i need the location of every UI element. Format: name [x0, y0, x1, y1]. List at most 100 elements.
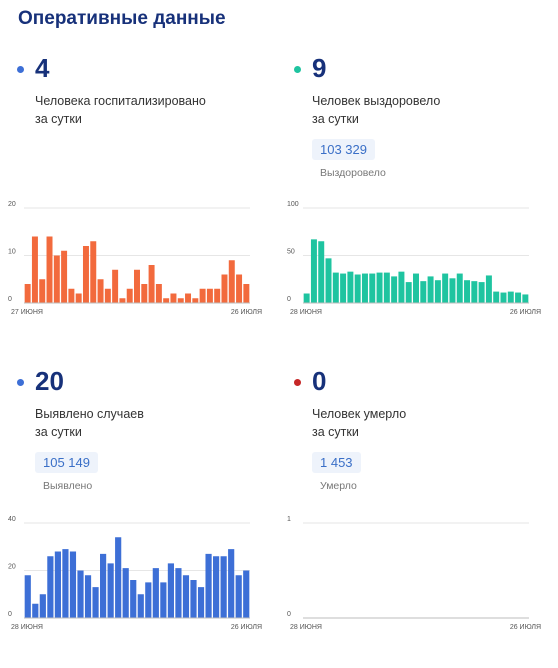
y-tick-label: 40 [8, 516, 16, 523]
stat-card-recovered: 9 Человек выздоровело за сутки 103 329 В… [294, 53, 544, 355]
bar [122, 568, 129, 618]
series-dot [17, 379, 24, 386]
y-tick-label: 0 [287, 296, 291, 303]
bar [69, 551, 77, 618]
bar [119, 298, 126, 303]
chart-deaths: 0 1 28 ИЮНЯ 26 ИЮЛЯ [287, 516, 541, 631]
bar [434, 280, 441, 303]
bar [376, 272, 383, 303]
bar [213, 556, 220, 618]
total-badge: 105 149 [35, 452, 98, 473]
bar [77, 570, 84, 618]
bar [243, 284, 250, 303]
bar [206, 288, 213, 303]
bar [170, 293, 177, 303]
bar [369, 273, 376, 303]
bar [500, 292, 507, 303]
bar [54, 551, 61, 618]
bar [522, 294, 529, 303]
bar [177, 298, 184, 303]
total-badge: 1 453 [312, 452, 361, 473]
desc-line: Человек выздоровело [312, 94, 441, 108]
bar [243, 570, 250, 618]
y-tick-label: 50 [287, 249, 295, 256]
bar [235, 575, 242, 618]
bar [112, 269, 119, 303]
bar [75, 293, 82, 303]
bar [62, 549, 69, 618]
bar [175, 568, 182, 618]
bar [199, 288, 206, 303]
bar [115, 537, 122, 618]
chart-recovered: 0 50 100 28 ИЮНЯ 26 ИЮЛЯ [287, 201, 541, 316]
y-tick-label: 0 [287, 611, 291, 618]
bar [485, 275, 492, 303]
bar [391, 276, 398, 303]
x-end-label: 26 ИЮЛЯ [510, 624, 541, 631]
bar [221, 274, 228, 303]
daily-count: 20 [35, 366, 64, 396]
bar [145, 582, 152, 618]
bar [236, 274, 243, 303]
bar [152, 568, 159, 618]
bar [107, 563, 114, 618]
bar [39, 594, 46, 618]
bar [478, 282, 485, 303]
bar [167, 563, 174, 618]
chart-hospitalized: 0 10 20 27 ИЮНЯ 26 ИЮЛЯ [8, 201, 262, 316]
bar [155, 284, 162, 303]
x-end-label: 26 ИЮЛЯ [231, 624, 262, 631]
stat-description: Человека госпитализировано за сутки [35, 92, 255, 128]
bar [141, 284, 148, 303]
bar [32, 603, 39, 618]
bar [427, 276, 434, 303]
bar [332, 272, 339, 303]
bar [228, 549, 235, 618]
stat-description: Человек умерло за сутки [312, 405, 532, 441]
bar [134, 269, 140, 303]
bar [398, 271, 405, 303]
x-end-label: 26 ИЮЛЯ [231, 309, 262, 316]
bar [68, 288, 75, 303]
bar [97, 279, 104, 303]
bar [53, 255, 60, 303]
series-dot [294, 379, 301, 386]
bar [137, 594, 144, 618]
daily-count: 9 [312, 53, 327, 83]
x-start-label: 28 ИЮНЯ [290, 309, 322, 316]
bar [190, 580, 197, 618]
bar [100, 553, 107, 618]
bar [148, 265, 155, 303]
total-label: Умерло [320, 480, 357, 492]
bar [84, 575, 92, 618]
bar [61, 250, 68, 303]
bar [449, 278, 456, 303]
bar [185, 293, 192, 303]
x-start-label: 28 ИЮНЯ [11, 624, 43, 631]
bar [228, 260, 235, 303]
bar [46, 236, 53, 303]
bar [197, 587, 205, 618]
bar [310, 239, 317, 303]
bar [214, 288, 221, 303]
bar [182, 575, 190, 618]
bar [220, 556, 227, 618]
bar [493, 291, 500, 303]
y-tick-label: 1 [287, 516, 291, 523]
bar [163, 298, 170, 303]
stat-card-hospitalized: 4 Человека госпитализировано за сутки [17, 53, 267, 355]
bar [24, 575, 31, 618]
bar [456, 273, 463, 303]
bar [205, 553, 212, 618]
bar [507, 291, 514, 303]
desc-line: Человек умерло [312, 407, 407, 421]
bar [318, 241, 325, 303]
desc-line: за сутки [312, 112, 359, 126]
bar [90, 241, 97, 303]
bar [442, 273, 449, 303]
bar [126, 288, 133, 303]
series-dot [17, 66, 24, 73]
bar [361, 273, 368, 303]
bar [515, 292, 522, 303]
total-label: Выявлено [43, 480, 93, 492]
